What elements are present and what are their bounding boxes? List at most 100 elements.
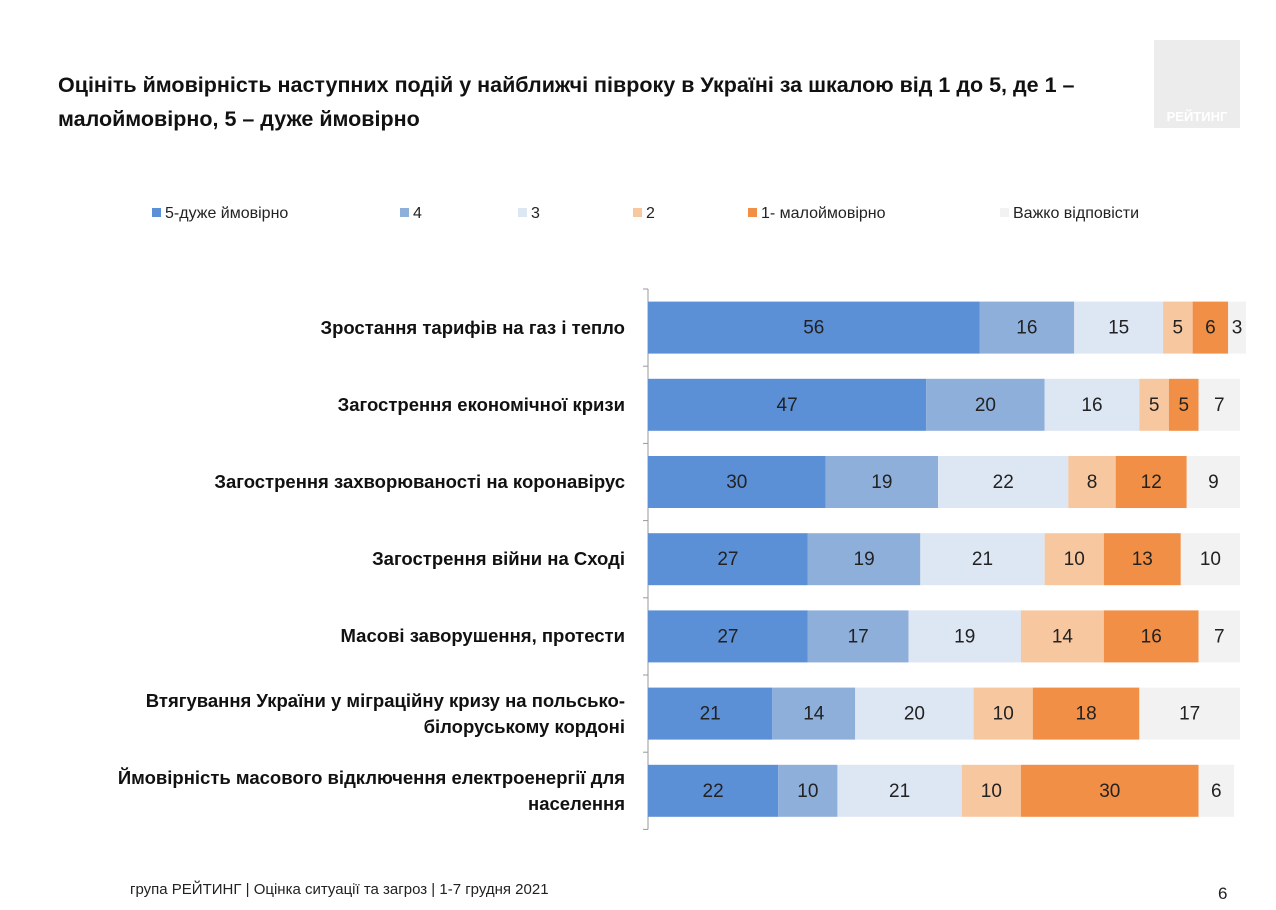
data-label: 22	[703, 781, 724, 802]
data-label: 19	[854, 549, 875, 570]
bar-segment	[1163, 301, 1193, 354]
data-label: 10	[1200, 549, 1221, 570]
data-label: 21	[889, 781, 910, 802]
bar-segment	[908, 610, 1021, 663]
category-label: Загострення захворюваності на коронавіру…	[214, 471, 625, 492]
bar-segment	[1032, 687, 1140, 740]
bar-segment	[1192, 301, 1229, 354]
bar-segment	[855, 687, 974, 740]
bar-segment	[1139, 378, 1169, 431]
bar-segment	[1186, 456, 1240, 508]
bar-segment	[648, 456, 826, 508]
data-label: 10	[1064, 549, 1085, 570]
legend-label: 1- малоймовірно	[761, 205, 886, 222]
bar-segment	[648, 687, 773, 740]
bar-segment	[979, 301, 1075, 354]
bar-segment	[837, 764, 962, 817]
bar-segment	[648, 533, 808, 586]
data-label: 30	[1099, 781, 1120, 802]
data-label: 20	[975, 395, 996, 416]
data-label: 6	[1205, 318, 1216, 339]
bar-segment	[1020, 764, 1199, 817]
category-label: Ймовірність масового відключення електро…	[117, 766, 625, 814]
data-label: 47	[777, 395, 798, 416]
legend-label: 4	[413, 205, 422, 222]
bar-segment	[825, 456, 939, 508]
category-label: Зростання тарифів на газ і тепло	[320, 316, 625, 338]
bar-segment	[938, 456, 1069, 508]
data-label: 17	[1179, 704, 1200, 725]
data-label: 5	[1173, 318, 1184, 339]
category-label: Загострення війни на Сході	[372, 548, 625, 570]
data-label: 14	[1052, 626, 1074, 647]
data-label: 8	[1087, 472, 1098, 493]
data-label: 5	[1149, 395, 1160, 416]
bar-segment	[1228, 301, 1246, 354]
bar-segment	[1180, 533, 1240, 586]
bar-segment	[1044, 533, 1104, 586]
data-label: 20	[904, 704, 925, 725]
legend-label: Важко відповісти	[1013, 205, 1139, 222]
bar-segment	[926, 378, 1045, 431]
bar-segment	[1139, 687, 1240, 740]
data-label: 17	[848, 626, 869, 647]
data-label: 19	[954, 626, 975, 647]
data-label: 7	[1214, 626, 1225, 647]
data-label: 27	[717, 626, 738, 647]
footer: група РЕЙТИНГ | Оцінка ситуації та загро…	[130, 881, 549, 898]
data-label: 56	[803, 318, 824, 339]
legend-swatch	[400, 208, 409, 217]
bar-segment	[1115, 456, 1187, 508]
data-label: 18	[1076, 704, 1097, 725]
bar-segment	[1074, 301, 1164, 354]
legend-swatch	[633, 208, 642, 217]
data-label: 21	[700, 704, 721, 725]
bar-segment	[1044, 378, 1140, 431]
bar-segment	[1198, 764, 1235, 817]
category-label: Втягування України у міграційну кризу на…	[145, 689, 625, 737]
bar-segment	[1103, 610, 1199, 663]
bar-segment	[973, 687, 1033, 740]
bar-segment	[961, 764, 1021, 817]
data-label: 16	[1081, 395, 1102, 416]
data-label: 21	[972, 549, 993, 570]
bar-segment	[1198, 610, 1240, 663]
data-label: 14	[803, 704, 825, 725]
bar-segment	[772, 687, 856, 740]
bar-segment	[1198, 378, 1240, 431]
legend-swatch	[1000, 208, 1009, 217]
page-number: 6	[1218, 884, 1228, 903]
data-label: 30	[726, 472, 747, 493]
legend-swatch	[152, 208, 161, 217]
data-label: 7	[1214, 395, 1225, 416]
legend-label: 5-дуже ймовірно	[165, 205, 288, 222]
bar-segment	[778, 764, 838, 817]
data-label: 19	[871, 472, 892, 493]
data-label: 16	[1016, 318, 1037, 339]
legend-label: 3	[531, 205, 540, 222]
data-label: 22	[993, 472, 1014, 493]
data-label: 10	[993, 704, 1014, 725]
data-label: 10	[797, 781, 818, 802]
data-label: 16	[1141, 626, 1162, 647]
data-label: 10	[981, 781, 1002, 802]
bar-segment	[920, 533, 1045, 586]
logo: РЕЙТИНГ	[1154, 40, 1240, 128]
bar-segment	[1103, 533, 1181, 586]
bar-segment	[807, 533, 921, 586]
bar-segment	[648, 764, 779, 817]
data-label: 12	[1141, 472, 1162, 493]
bar-segment	[648, 610, 808, 663]
category-label: Загострення економічної кризи	[337, 393, 625, 415]
data-label: 13	[1132, 549, 1153, 570]
legend-swatch	[518, 208, 527, 217]
bar-segment	[807, 610, 909, 663]
legend-label: 2	[646, 205, 655, 222]
data-label: 3	[1232, 318, 1243, 339]
bar-segment	[1020, 610, 1104, 663]
bar-segment	[648, 378, 927, 431]
legend-swatch	[748, 208, 757, 217]
data-label: 6	[1211, 781, 1222, 802]
